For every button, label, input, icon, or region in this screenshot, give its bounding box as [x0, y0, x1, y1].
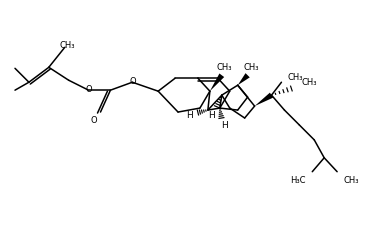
- Text: CH₃: CH₃: [216, 63, 232, 72]
- Text: H: H: [186, 111, 193, 120]
- Text: CH₃: CH₃: [244, 63, 259, 72]
- Text: H: H: [222, 121, 228, 130]
- Polygon shape: [238, 73, 250, 85]
- Text: CH₃: CH₃: [343, 176, 359, 185]
- Text: H: H: [209, 111, 215, 120]
- Text: H₃C: H₃C: [291, 176, 306, 185]
- Text: O: O: [130, 77, 137, 86]
- Text: CH₃: CH₃: [288, 73, 303, 82]
- Text: CH₃: CH₃: [301, 78, 317, 87]
- Text: O: O: [85, 85, 92, 94]
- Text: O: O: [90, 115, 97, 124]
- Polygon shape: [210, 74, 224, 91]
- Text: CH₃: CH₃: [60, 41, 75, 50]
- Polygon shape: [255, 93, 273, 106]
